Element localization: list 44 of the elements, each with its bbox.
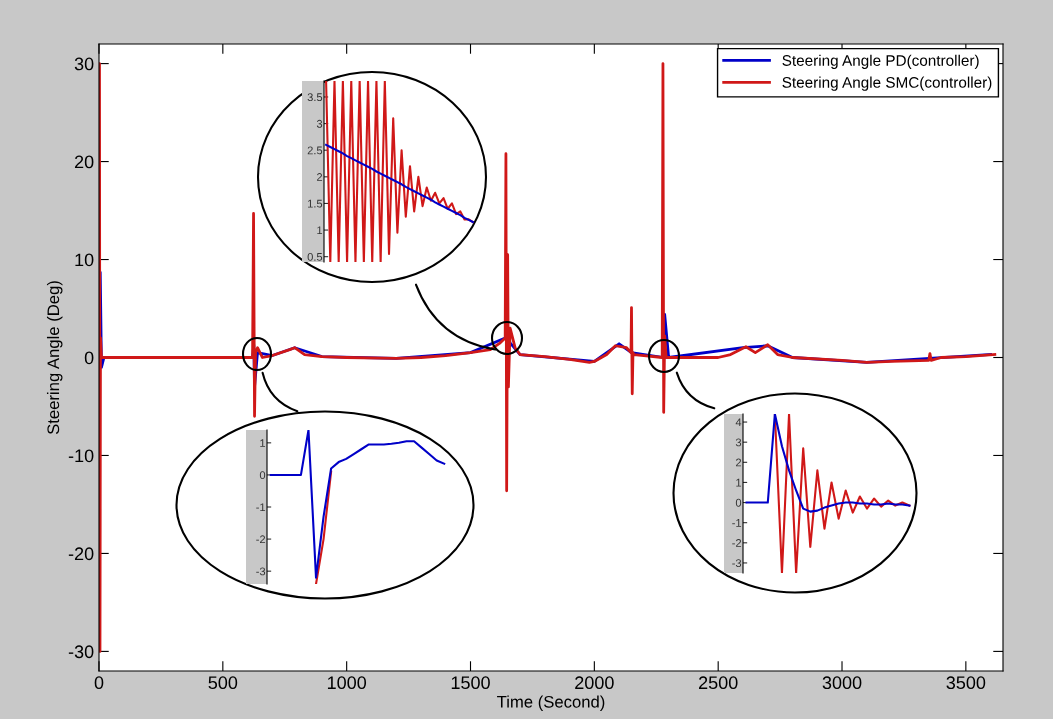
y-tick-label: 0.5 — [307, 252, 323, 261]
x-axis-title: Time (Second) — [497, 695, 605, 711]
y-tick-label: 1 — [317, 226, 323, 235]
x-tick-label: 2500 — [699, 676, 738, 690]
y-tick-label: 20 — [74, 155, 94, 169]
y-tick-label: -3 — [732, 559, 742, 568]
y-tick-label: 2 — [735, 458, 742, 467]
y-tick-label: -2 — [256, 535, 266, 544]
x-tick-label: 0 — [94, 676, 104, 690]
y-tick-label: 3 — [735, 438, 742, 447]
x-tick-label: 1000 — [327, 676, 367, 690]
legend-label: Steering Angle PD(controller) — [782, 54, 979, 69]
y-tick-label: 3.5 — [307, 93, 323, 102]
y-tick-label: 0 — [735, 498, 742, 507]
y-tick-label: 1 — [736, 478, 742, 487]
y-tick-label: 3 — [316, 119, 323, 128]
y-tick-label: 1 — [260, 439, 266, 447]
x-tick-label: 1500 — [451, 676, 490, 690]
line-series — [269, 430, 446, 579]
y-tick-label: -3 — [256, 567, 266, 576]
x-tick-label: 2000 — [575, 676, 614, 690]
y-tick-label: -20 — [68, 547, 94, 561]
line-series — [325, 143, 474, 224]
y-tick-label: -1 — [732, 519, 742, 527]
line-series — [745, 414, 911, 513]
y-tick-label: 4 — [735, 418, 742, 427]
y-tick-label: 2.5 — [307, 146, 323, 155]
y-tick-label: 30 — [74, 57, 94, 71]
x-tick-label: 3500 — [946, 676, 986, 690]
line-series — [325, 81, 474, 262]
y-tick-label: 1.5 — [308, 199, 323, 208]
y-tick-label: -10 — [68, 449, 94, 463]
x-tick-label: 3000 — [822, 676, 862, 690]
x-tick-label: 500 — [208, 676, 238, 690]
y-tick-label: -1 — [256, 503, 266, 512]
line-series — [773, 414, 911, 573]
y-tick-label: 0 — [84, 351, 94, 365]
y-tick-label: -2 — [732, 539, 742, 547]
y-tick-label: 2 — [316, 173, 323, 181]
y-axis-title: Steering Angle (Deg) — [46, 281, 63, 435]
y-tick-label: -30 — [68, 645, 94, 659]
legend-label: Steering Angle SMC(controller) — [782, 76, 992, 91]
y-tick-label: 0 — [259, 471, 266, 480]
y-tick-label: 10 — [75, 253, 94, 267]
